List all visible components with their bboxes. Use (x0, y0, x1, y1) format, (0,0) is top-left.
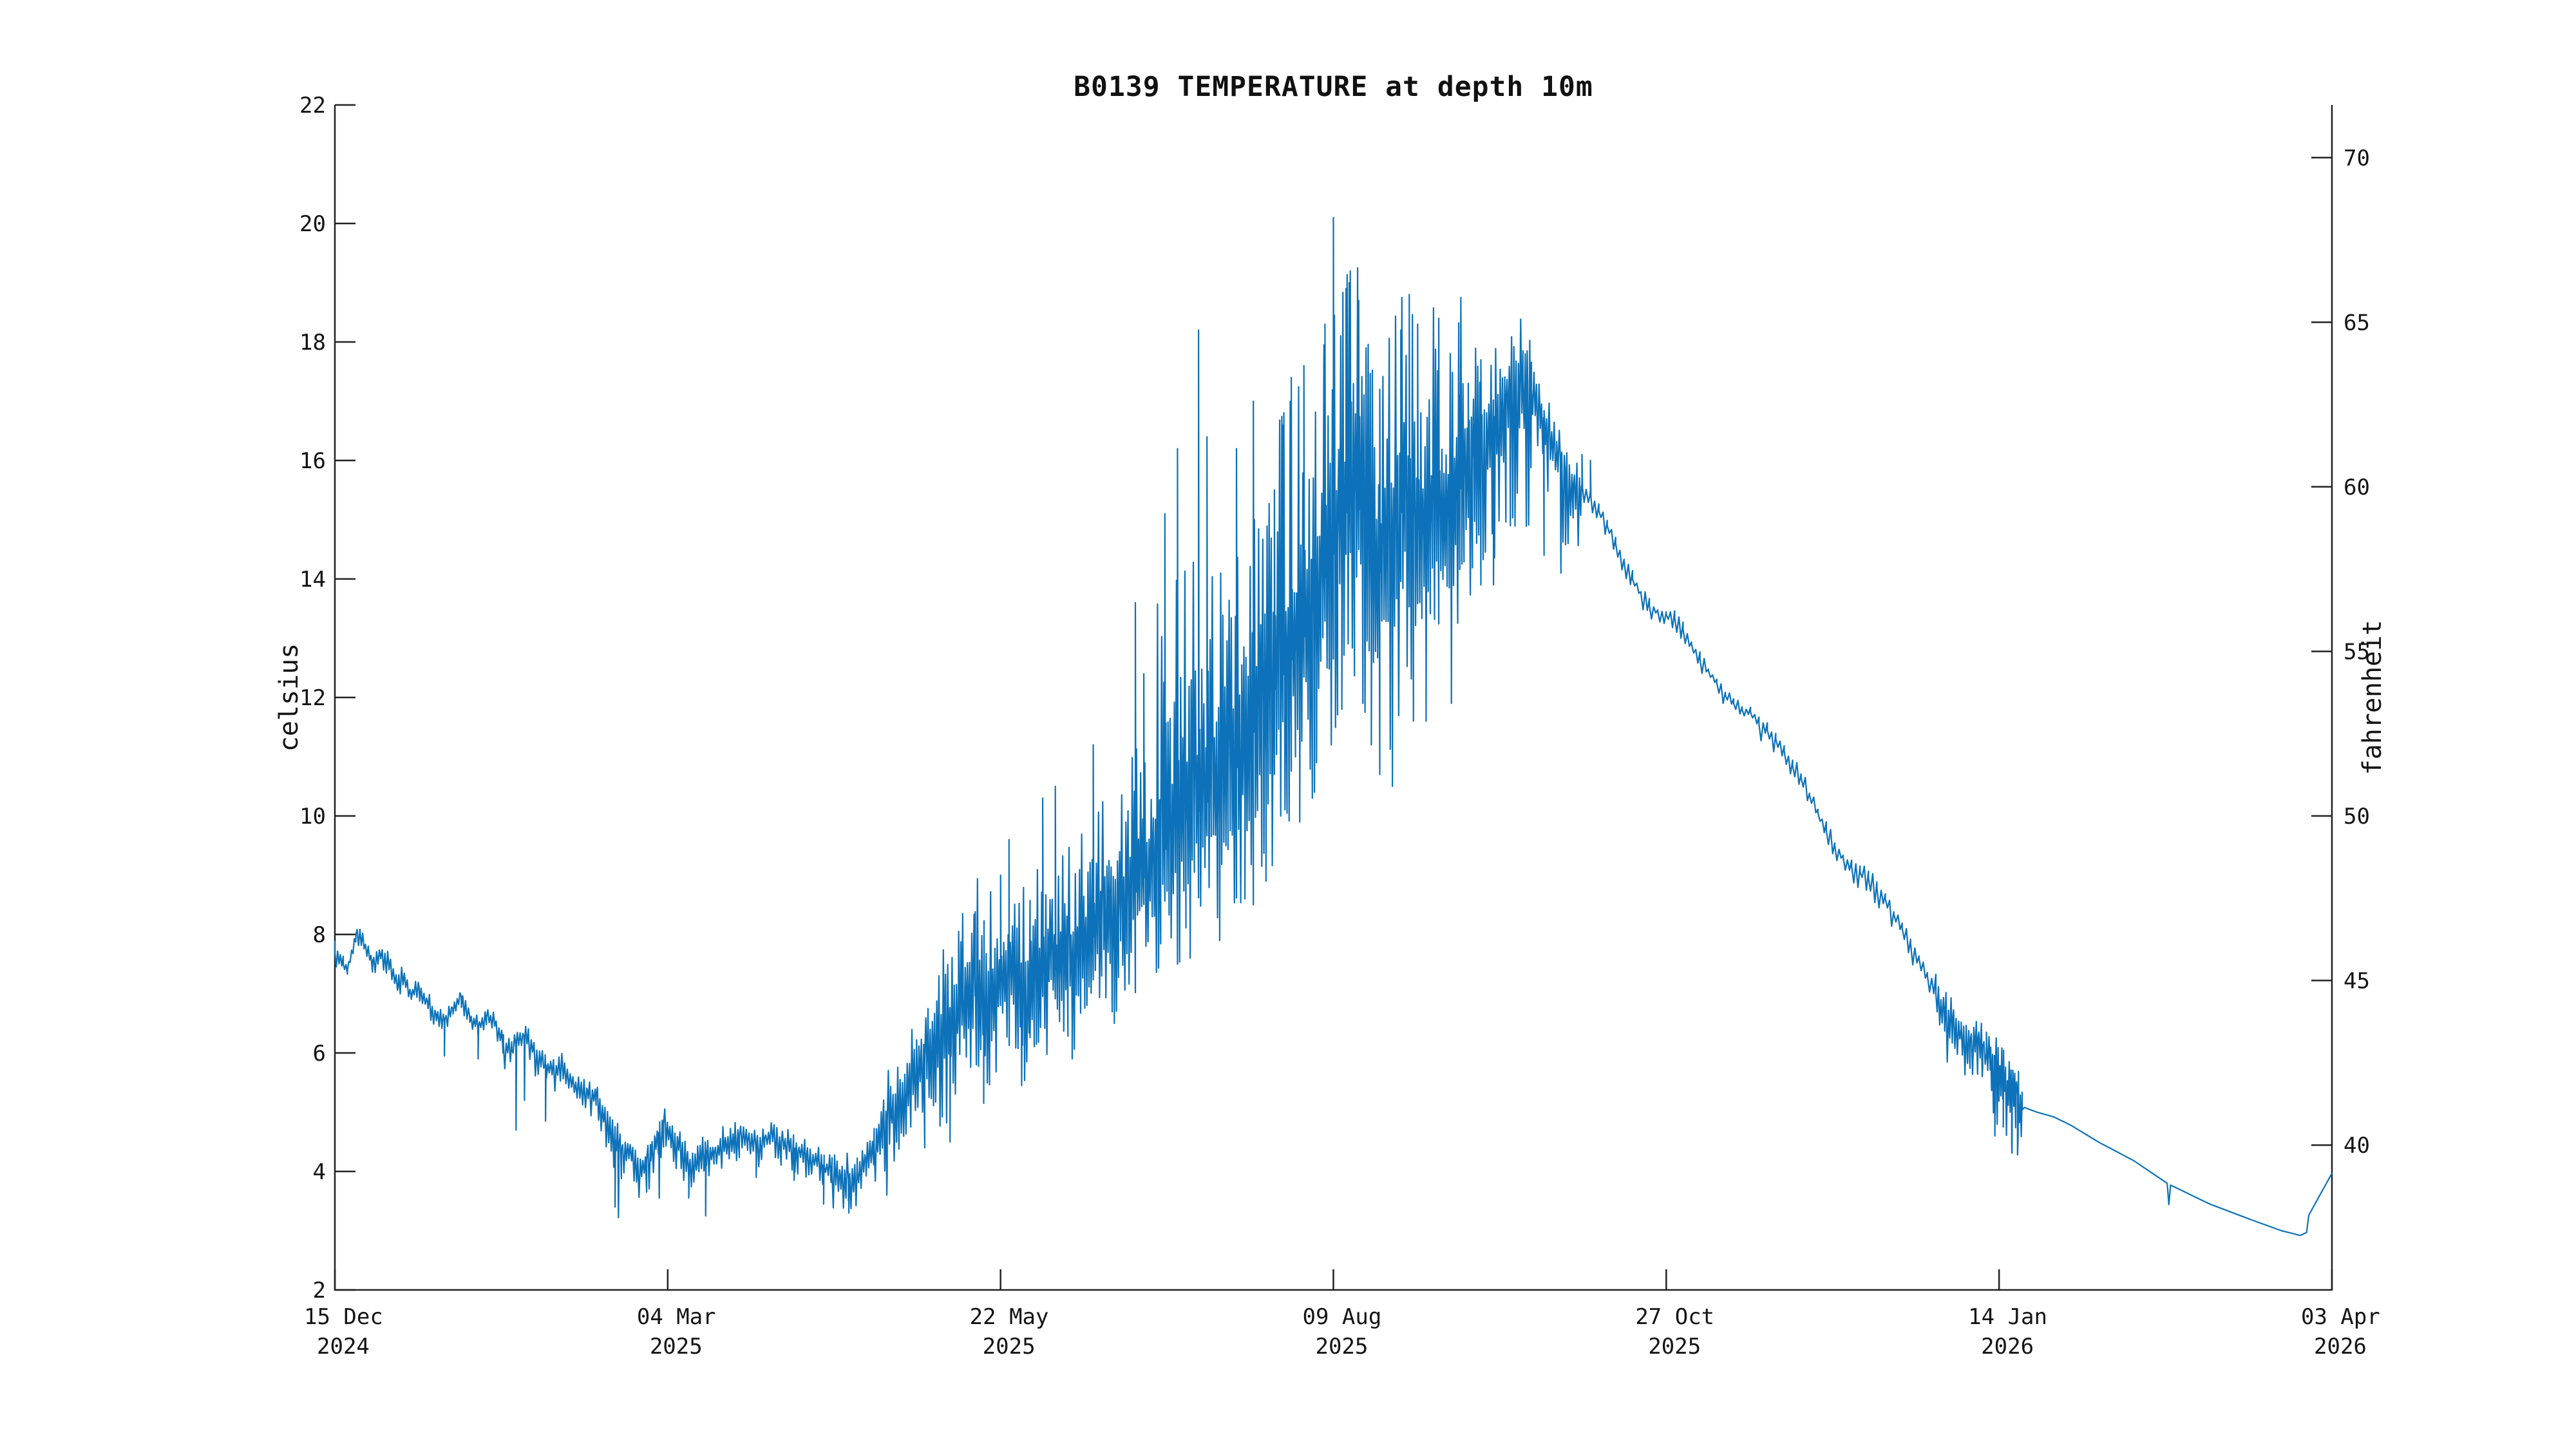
y-tick-label-fahrenheit: 50 (2344, 804, 2370, 829)
y-tick-label-fahrenheit: 70 (2344, 146, 2370, 171)
y-tick-label-celsius: 6 (313, 1041, 326, 1066)
x-tick-label-year: 2025 (983, 1334, 1036, 1359)
x-tick-label-year: 2025 (650, 1334, 703, 1359)
y-tick-label-fahrenheit: 55 (2344, 639, 2370, 665)
x-tick-label-date: 09 Aug (1303, 1304, 1382, 1330)
x-tick-label-year: 2025 (1648, 1334, 1701, 1359)
x-tick-label-date: 14 Jan (1968, 1304, 2047, 1330)
x-tick-label-year: 2025 (1316, 1334, 1368, 1359)
y-tick-label-celsius: 18 (299, 330, 326, 355)
axes-ticks (334, 104, 2333, 1291)
y-tick-label-celsius: 12 (299, 685, 326, 711)
axes-tick-labels: 2 4 6 8 10 12 14 16 18 20 22 40 45 50 55 60 65 70 15 Dec 20… (299, 93, 2380, 1359)
y-tick-label-celsius: 20 (299, 211, 326, 237)
x-tick-label-year: 2026 (1981, 1334, 2034, 1359)
x-tick-label-year: 2026 (2314, 1334, 2367, 1359)
y-tick-label-celsius: 16 (299, 448, 326, 474)
y-tick-label-fahrenheit: 45 (2344, 969, 2370, 994)
x-tick-label-date: 15 Dec (304, 1304, 383, 1330)
x-tick-label-date: 22 May (970, 1304, 1049, 1330)
x-tick-label-date: 04 Mar (637, 1304, 716, 1330)
y-axis-label-fahrenheit: fahrenheit (2358, 620, 2387, 775)
y-axis-label-celsius: celsius (274, 643, 304, 752)
x-tick-label-year: 2024 (317, 1334, 370, 1359)
y-tick-label-fahrenheit: 60 (2344, 475, 2370, 500)
x-tick-label-date: 03 Apr (2301, 1304, 2380, 1330)
y-tick-label-fahrenheit: 65 (2344, 310, 2370, 336)
temperature-series-line (334, 216, 2333, 1236)
y-tick-label-celsius: 4 (313, 1159, 326, 1185)
y-tick-label-celsius: 10 (299, 804, 326, 829)
y-tick-label-celsius: 22 (299, 93, 326, 118)
y-tick-label-celsius: 8 (313, 922, 326, 948)
y-tick-label-celsius: 14 (299, 567, 326, 592)
y-tick-label-fahrenheit: 40 (2344, 1133, 2370, 1159)
y-tick-label-celsius: 2 (313, 1278, 326, 1303)
x-tick-label-date: 27 Oct (1635, 1304, 1714, 1330)
chart-title: B0139 TEMPERATURE at depth 10m (1074, 71, 1593, 103)
